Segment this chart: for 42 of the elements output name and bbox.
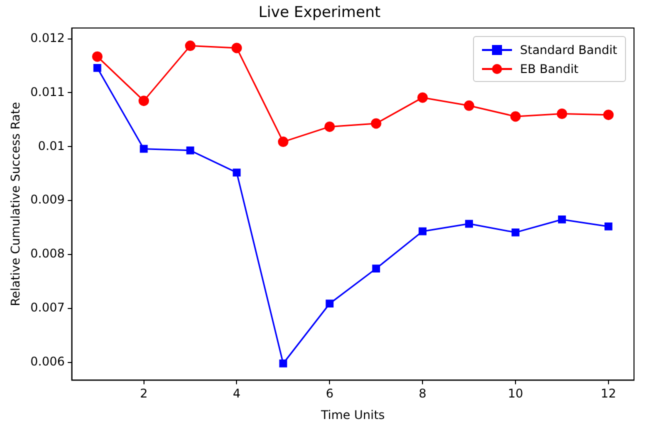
y-tick-label: 0.006: [30, 354, 65, 369]
point: [184, 40, 196, 52]
x-axis-title: Time Units: [320, 408, 385, 422]
point: [604, 222, 612, 230]
y-tick-label: 0.009: [30, 192, 65, 207]
point: [556, 108, 568, 120]
chart-title: Live Experiment: [258, 2, 381, 21]
point: [138, 96, 150, 106]
legend-label: Standard Bandit: [520, 42, 618, 56]
point: [326, 300, 334, 308]
point: [372, 264, 380, 272]
x-tick-label: 8: [418, 386, 426, 401]
x-tick-label: 10: [508, 386, 524, 401]
point: [603, 110, 614, 120]
point: [231, 42, 242, 54]
x-tick-label: 6: [326, 386, 334, 401]
legend-label: EB Bandit: [520, 62, 578, 76]
x-tick-label: 2: [140, 386, 148, 401]
y-tick-label: 0.012: [30, 30, 65, 45]
point: [232, 168, 241, 176]
y-tick-label: 0.01: [38, 138, 65, 153]
y-axis-title: Relative Cumulative Success Rate: [8, 102, 22, 306]
y-tick-label: 0.007: [30, 300, 65, 315]
point: [279, 360, 288, 368]
point: [370, 118, 382, 129]
point: [278, 136, 288, 148]
point: [186, 146, 194, 154]
point: [418, 227, 427, 236]
y-tick-label: 0.008: [30, 246, 65, 261]
point: [558, 216, 566, 224]
point: [465, 220, 473, 228]
x-tick-label: 4: [232, 386, 241, 401]
point: [324, 121, 335, 132]
y-tick-label: 0.011: [30, 84, 65, 99]
point: [464, 100, 474, 111]
point: [93, 64, 102, 72]
point: [417, 92, 428, 103]
point: [140, 144, 148, 153]
point: [92, 51, 103, 62]
point: [512, 228, 520, 236]
point: [510, 111, 521, 122]
x-tick-label: 12: [600, 386, 616, 401]
